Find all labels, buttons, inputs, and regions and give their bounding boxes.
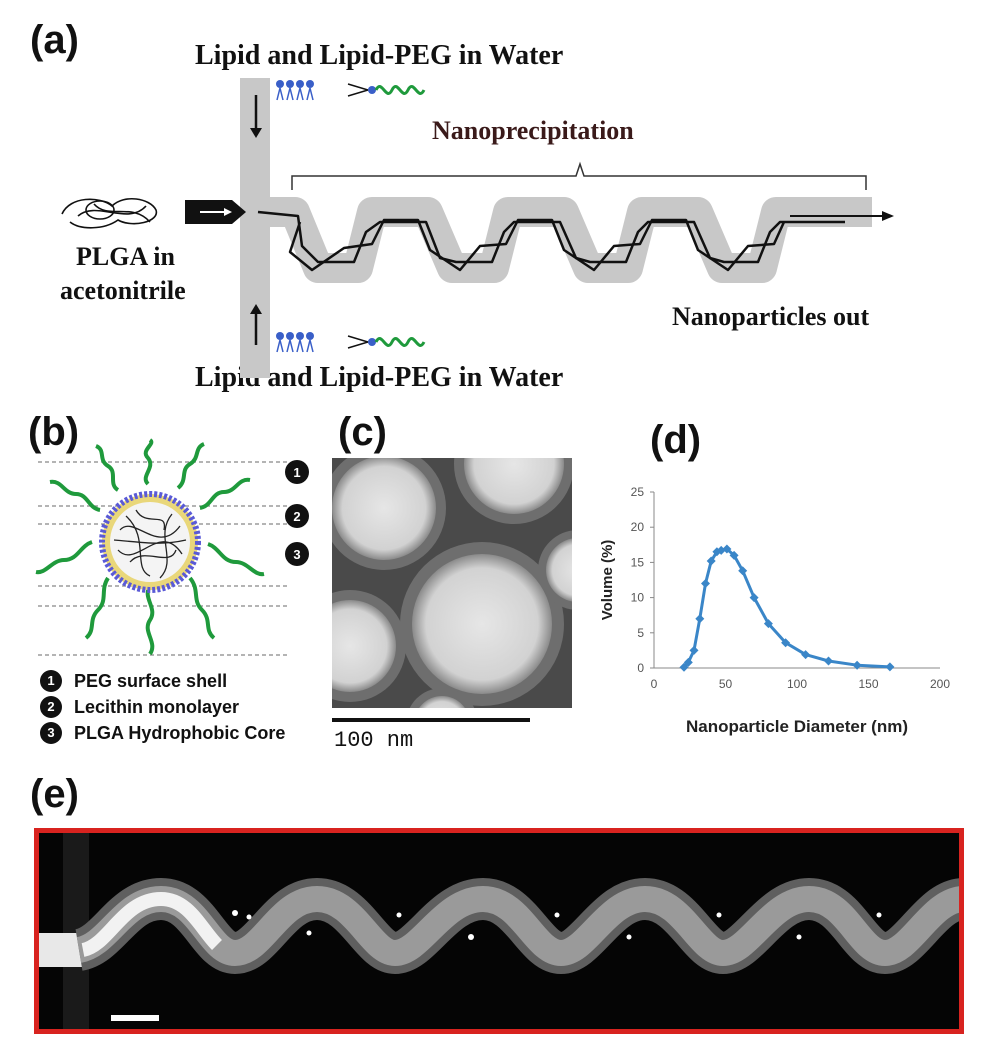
x-tick-label: 100 xyxy=(787,677,807,691)
lipid-molecules-icon-bottom xyxy=(276,332,314,353)
mixing-region-bright xyxy=(80,891,223,957)
panel-label-a: (a) xyxy=(30,18,79,62)
fluorescence-channel-image xyxy=(39,833,959,1029)
tem-particle xyxy=(419,696,465,708)
nanoparticles-out-label: Nanoparticles out xyxy=(672,302,870,331)
data-point xyxy=(701,579,710,588)
series-line xyxy=(682,547,890,669)
svg-text:2: 2 xyxy=(293,509,300,524)
legend-marker-2: 2 xyxy=(40,696,62,718)
tem-particle xyxy=(332,458,436,560)
legend-marker-3: 3 xyxy=(40,722,62,744)
chart-y-label: Volume (%) xyxy=(599,540,616,621)
layer-number-markers: 1 2 3 xyxy=(285,460,309,566)
panel-label-c: (c) xyxy=(338,410,387,454)
panel-label-e: (e) xyxy=(30,772,79,816)
down-arrow-head xyxy=(250,128,262,138)
panel-label-d: (d) xyxy=(650,418,702,462)
outlet-arrow-head xyxy=(882,211,894,221)
tem-particle xyxy=(464,458,564,514)
y-tick-label: 10 xyxy=(631,591,645,605)
up-arrow-head xyxy=(250,304,262,314)
data-point xyxy=(683,657,693,667)
data-point xyxy=(763,619,773,629)
data-point xyxy=(722,544,732,554)
chart-x-label: Nanoparticle Diameter (nm) xyxy=(686,717,908,736)
flow-line-lower xyxy=(288,218,786,272)
structure-legend: 1 PEG surface shell 2 Lecithin monolayer… xyxy=(40,668,285,746)
x-tick-label: 150 xyxy=(858,677,878,691)
bright-spots xyxy=(232,910,882,940)
data-point xyxy=(824,656,833,666)
lipid-molecules-icon xyxy=(276,80,314,101)
lipid-peg-icon-bottom xyxy=(347,335,426,349)
data-point xyxy=(679,662,689,672)
data-point xyxy=(852,660,862,670)
data-point xyxy=(689,645,699,655)
data-point xyxy=(738,566,748,576)
legend-label-plga-core: PLGA Hydrophobic Core xyxy=(74,722,286,743)
y-tick-label: 0 xyxy=(637,661,644,675)
size-distribution-chart: 0 5 10 15 20 25 0 50 100 150 200 Volume (%) Nanopa… xyxy=(599,485,950,736)
legend-item: 3 PLGA Hydrophobic Core xyxy=(40,720,285,746)
peg-chains xyxy=(35,438,265,656)
data-point xyxy=(885,662,895,672)
serpentine-channel-core xyxy=(75,885,959,967)
lipid-peg-icon xyxy=(347,83,426,97)
x-tick-label: 200 xyxy=(930,677,950,691)
flow-line-upper xyxy=(257,210,845,264)
image-scale-bar xyxy=(111,1015,159,1021)
y-tick-label: 25 xyxy=(631,485,645,499)
tem-image xyxy=(332,458,572,708)
legend-item: 2 Lecithin monolayer xyxy=(40,694,285,720)
microfluidic-schematic xyxy=(61,78,894,378)
tem-scale-bar xyxy=(332,718,530,722)
data-point xyxy=(749,593,759,603)
svg-text:1: 1 xyxy=(293,465,300,480)
x-tick-label: 0 xyxy=(651,677,658,691)
tem-particle xyxy=(546,538,572,602)
svg-text:3: 3 xyxy=(293,547,300,562)
tem-particle xyxy=(332,600,396,692)
x-tick-label: 50 xyxy=(719,677,733,691)
serpentine-channel xyxy=(258,197,872,283)
panel-label-b: (b) xyxy=(28,410,80,454)
plga-label-line1: PLGA in xyxy=(76,242,175,271)
legend-marker-1: 1 xyxy=(40,670,62,692)
polymer-scribble-icon xyxy=(61,198,157,229)
nanoprecipitation-label: Nanoprecipitation xyxy=(432,116,634,145)
nanoparticle-structure-diagram: 1 2 3 xyxy=(35,438,309,656)
data-point xyxy=(781,638,791,648)
fluorescence-image-frame xyxy=(34,828,964,1034)
top-inlet-label: Lipid and Lipid-PEG in Water xyxy=(195,40,564,71)
legend-label-peg-shell: PEG surface shell xyxy=(74,670,228,691)
y-tick-label: 5 xyxy=(637,626,644,640)
y-tick-label: 15 xyxy=(631,555,645,569)
legend-item: 1 PEG surface shell xyxy=(40,668,285,694)
data-point xyxy=(729,550,739,560)
plga-label-line2: acetonitrile xyxy=(60,276,186,305)
legend-label-lecithin: Lecithin monolayer xyxy=(74,696,240,717)
data-point xyxy=(706,556,716,566)
plga-inlet-arrow-head xyxy=(224,208,232,216)
tem-scale-label: 100 nm xyxy=(334,728,414,753)
nanoprecipitation-bracket xyxy=(291,161,867,190)
core-polymer-scribble xyxy=(113,509,187,579)
y-tick-label: 20 xyxy=(631,520,645,534)
tem-particle xyxy=(412,554,552,694)
data-point xyxy=(712,547,722,557)
data-point xyxy=(695,614,705,624)
data-point xyxy=(801,650,811,660)
